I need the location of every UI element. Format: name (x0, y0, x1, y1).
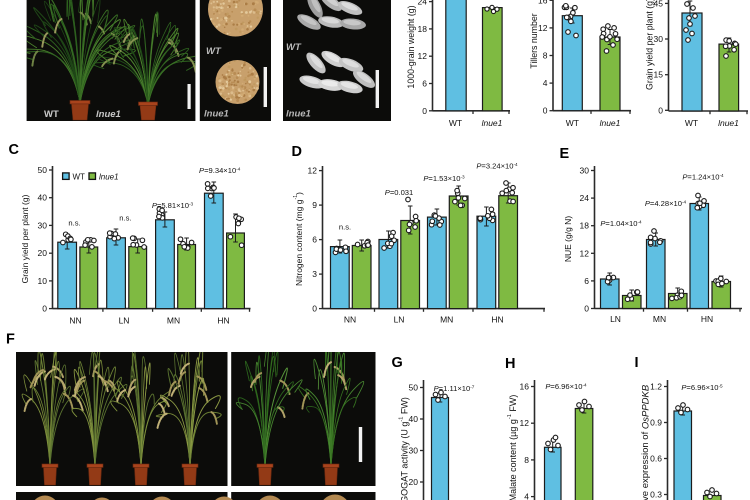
svg-text:WT: WT (206, 46, 222, 57)
svg-text:16: 16 (538, 0, 548, 5)
svg-text:8: 8 (543, 51, 548, 61)
svg-text:NN: NN (344, 315, 356, 325)
svg-text:C: C (9, 142, 20, 158)
svg-text:NUE (g/g N): NUE (g/g N) (563, 216, 573, 262)
svg-text:40: 40 (409, 414, 419, 424)
svg-text:HN: HN (701, 314, 713, 324)
svg-text:I: I (635, 355, 639, 371)
svg-text:16: 16 (520, 382, 530, 392)
svg-text:4: 4 (524, 492, 529, 500)
svg-text:6: 6 (584, 276, 589, 286)
svg-text:1.2: 1.2 (650, 382, 662, 392)
svg-text:0: 0 (584, 304, 589, 314)
svg-text:10: 10 (38, 276, 48, 286)
svg-text:0: 0 (42, 304, 47, 314)
svg-text:0: 0 (312, 304, 317, 314)
svg-text:lnue1: lnue1 (96, 109, 121, 120)
svg-text:Grain yield per plant (g): Grain yield per plant (g) (645, 0, 655, 90)
svg-text:HN: HN (217, 316, 229, 326)
svg-text:P=1.04×10-4: P=1.04×10-4 (600, 219, 642, 228)
svg-text:lnue1: lnue1 (204, 109, 229, 120)
svg-text:20: 20 (38, 248, 48, 258)
svg-text:30: 30 (654, 34, 664, 44)
svg-text:GOGAT activity (U g-1 FW): GOGAT activity (U g-1 FW) (399, 397, 410, 500)
svg-text:n.s.: n.s. (119, 214, 131, 223)
svg-text:P=5.81×10-3: P=5.81×10-3 (152, 201, 194, 210)
svg-text:WT: WT (566, 118, 579, 128)
svg-text:4: 4 (543, 78, 548, 88)
svg-text:P=1.24×10-4: P=1.24×10-4 (682, 173, 724, 182)
svg-text:0.6: 0.6 (650, 454, 662, 464)
svg-text:WT: WT (685, 118, 698, 128)
svg-text:P=3.24×10-4: P=3.24×10-4 (476, 162, 518, 171)
svg-text:6: 6 (422, 79, 427, 89)
svg-text:Malate content (µg g-1 FW): Malate content (µg g-1 FW) (507, 395, 518, 500)
svg-text:HN: HN (491, 315, 503, 325)
svg-text:24: 24 (580, 193, 590, 203)
svg-text:30: 30 (38, 220, 48, 230)
svg-text:P=0.031: P=0.031 (385, 188, 414, 197)
svg-text:0.9: 0.9 (650, 418, 662, 428)
svg-text:D: D (292, 144, 302, 160)
svg-text:WT: WT (73, 172, 86, 181)
svg-text:Relative expression of OsPPDKB: Relative expression of OsPPDKB (640, 384, 651, 500)
svg-text:H: H (505, 356, 515, 372)
svg-text:0: 0 (658, 105, 663, 115)
svg-text:40: 40 (38, 193, 48, 203)
svg-text:G: G (392, 355, 403, 371)
svg-text:Nitrogen content (mg g-1): Nitrogen content (mg g-1) (293, 192, 304, 286)
svg-text:n.s.: n.s. (339, 223, 351, 232)
svg-text:P=9.34×10-4: P=9.34×10-4 (199, 166, 241, 175)
svg-text:50: 50 (409, 383, 419, 393)
svg-text:MN: MN (440, 315, 453, 325)
svg-text:LN: LN (394, 315, 405, 325)
svg-text:18: 18 (418, 24, 428, 34)
svg-text:P=6.96×10-4: P=6.96×10-4 (545, 382, 587, 391)
svg-text:12: 12 (580, 248, 590, 258)
svg-text:3: 3 (312, 269, 317, 279)
svg-text:F: F (6, 332, 15, 348)
svg-text:LN: LN (119, 316, 130, 326)
svg-text:6: 6 (312, 235, 317, 245)
svg-text:18: 18 (580, 221, 590, 231)
svg-text:P=1.11×10-7: P=1.11×10-7 (434, 384, 475, 393)
svg-text:LN: LN (610, 314, 621, 324)
svg-text:45: 45 (654, 0, 664, 8)
svg-text:WT: WT (286, 42, 302, 53)
svg-text:n.s.: n.s. (68, 219, 80, 228)
svg-text:lnue1: lnue1 (286, 109, 311, 120)
svg-text:Tillers number: Tillers number (529, 13, 539, 68)
svg-text:50: 50 (38, 165, 48, 175)
svg-text:0.3: 0.3 (650, 490, 662, 500)
svg-text:WT: WT (44, 109, 59, 120)
svg-text:P=1.53×10-3: P=1.53×10-3 (423, 174, 465, 183)
svg-text:lnue1: lnue1 (482, 118, 503, 128)
svg-text:lnue1: lnue1 (600, 118, 621, 128)
svg-text:12: 12 (308, 166, 318, 176)
svg-text:MN: MN (167, 316, 180, 326)
svg-text:E: E (560, 146, 570, 162)
svg-text:12: 12 (538, 23, 548, 33)
svg-text:P=6.96×10-5: P=6.96×10-5 (681, 383, 723, 392)
svg-text:0: 0 (543, 106, 548, 116)
svg-text:0: 0 (422, 106, 427, 116)
svg-text:NN: NN (69, 316, 81, 326)
svg-text:15: 15 (654, 70, 664, 80)
svg-text:P=4.28×10-4: P=4.28×10-4 (645, 199, 687, 208)
svg-text:9: 9 (312, 200, 317, 210)
svg-text:20: 20 (409, 477, 419, 487)
svg-text:lnue1: lnue1 (718, 118, 739, 128)
svg-text:24: 24 (418, 0, 428, 7)
svg-text:WT: WT (449, 118, 462, 128)
svg-text:lnue1: lnue1 (99, 172, 119, 181)
svg-text:1000-grain weight (g): 1000-grain weight (g) (406, 5, 416, 88)
svg-text:30: 30 (409, 446, 419, 456)
svg-text:MN: MN (653, 314, 666, 324)
svg-text:30: 30 (580, 166, 590, 176)
svg-text:8: 8 (524, 455, 529, 465)
svg-text:Grain yield per plant (g): Grain yield per plant (g) (20, 194, 30, 283)
svg-text:12: 12 (520, 418, 530, 428)
svg-text:12: 12 (418, 51, 428, 61)
